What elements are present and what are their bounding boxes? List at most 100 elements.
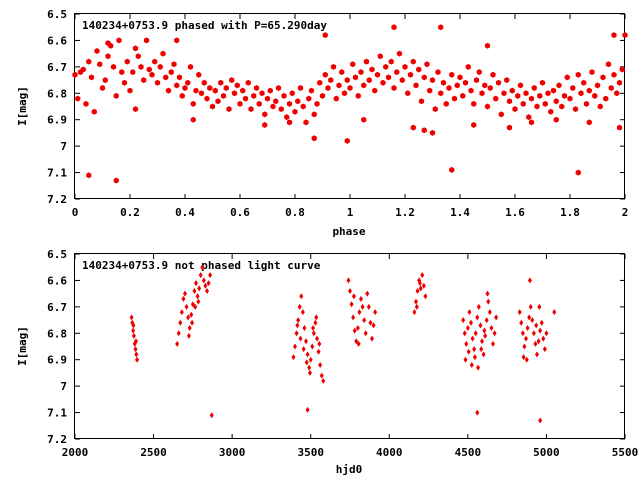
data-point xyxy=(352,74,359,81)
data-point xyxy=(414,303,419,310)
data-point xyxy=(467,309,472,316)
data-point xyxy=(113,177,119,184)
data-point xyxy=(370,335,374,342)
data-point xyxy=(537,303,542,310)
data-point xyxy=(465,325,470,331)
data-point xyxy=(478,322,483,329)
data-point xyxy=(212,87,218,94)
data-point xyxy=(253,85,260,91)
y-tick-label: 6.6 xyxy=(47,274,67,287)
data-point xyxy=(149,71,155,78)
data-point xyxy=(438,90,444,97)
data-point xyxy=(567,95,573,102)
data-point xyxy=(264,95,271,102)
data-point xyxy=(86,172,92,179)
data-point xyxy=(175,340,180,347)
data-point xyxy=(405,90,411,97)
data-point xyxy=(131,327,136,334)
data-point xyxy=(94,48,100,54)
data-point xyxy=(556,82,562,89)
y-axis-label: I[mag] xyxy=(16,86,29,126)
data-point xyxy=(369,66,375,73)
data-point xyxy=(538,327,543,334)
data-point xyxy=(438,24,444,31)
data-point xyxy=(113,92,119,99)
data-point xyxy=(348,288,352,294)
data-point xyxy=(528,95,535,102)
data-point xyxy=(322,71,328,78)
x-tick-label: 2500 xyxy=(140,446,167,459)
data-point xyxy=(608,85,614,91)
x-tick-label: 1.4 xyxy=(450,206,470,219)
data-point xyxy=(524,335,528,342)
data-point xyxy=(541,335,546,342)
data-point xyxy=(424,61,430,68)
x-tick-label: 5500 xyxy=(612,446,639,459)
data-point xyxy=(517,82,524,89)
data-point xyxy=(193,87,199,94)
data-point xyxy=(295,322,300,329)
data-point xyxy=(469,319,473,326)
data-point xyxy=(313,319,318,326)
y-tick-label: 6.7 xyxy=(47,61,67,74)
data-point xyxy=(531,330,536,337)
data-point xyxy=(218,79,224,86)
data-point xyxy=(174,82,180,89)
data-point xyxy=(578,90,584,97)
plot-frame xyxy=(74,13,625,199)
chart-title: 140234+0753.9 not phased light curve xyxy=(82,259,321,272)
x-tick-label: 4000 xyxy=(376,446,403,459)
data-point xyxy=(388,58,394,65)
data-point xyxy=(300,103,306,110)
data-point xyxy=(611,32,617,39)
data-point xyxy=(421,127,427,134)
data-point xyxy=(134,351,139,358)
data-point xyxy=(380,79,386,86)
data-point xyxy=(300,309,305,316)
data-point xyxy=(132,106,139,113)
data-point xyxy=(466,348,471,355)
data-point xyxy=(527,277,532,284)
data-point xyxy=(275,85,282,91)
data-point xyxy=(341,90,348,97)
data-point xyxy=(298,335,303,342)
data-point xyxy=(432,106,438,113)
data-point xyxy=(209,103,216,110)
data-point xyxy=(523,90,529,97)
data-point xyxy=(86,58,92,65)
data-point xyxy=(548,108,554,115)
data-point xyxy=(461,317,466,324)
data-point xyxy=(561,92,568,99)
x-tick-label: 0.8 xyxy=(285,206,305,219)
data-point xyxy=(592,92,598,99)
data-point xyxy=(160,50,166,57)
data-point xyxy=(413,82,419,89)
data-point xyxy=(476,69,482,76)
data-point xyxy=(284,114,290,121)
data-point xyxy=(262,122,268,128)
data-point xyxy=(226,106,232,113)
data-point xyxy=(421,282,426,289)
data-point xyxy=(350,61,356,68)
data-point xyxy=(197,285,202,292)
data-point xyxy=(311,325,316,331)
data-point xyxy=(471,100,477,107)
data-point xyxy=(468,87,474,94)
data-point xyxy=(416,66,422,73)
data-point xyxy=(471,122,477,128)
data-point xyxy=(314,100,320,107)
data-point xyxy=(344,137,350,144)
data-point xyxy=(597,103,603,110)
x-tick-label: 1.8 xyxy=(560,206,580,219)
data-point xyxy=(492,330,497,337)
data-point xyxy=(110,63,117,70)
data-point xyxy=(586,119,592,126)
data-point xyxy=(372,87,378,94)
data-point xyxy=(319,92,326,99)
data-point xyxy=(295,98,301,105)
x-tick-label: 3500 xyxy=(297,446,324,459)
data-point xyxy=(360,303,365,310)
data-point xyxy=(179,92,185,99)
data-point xyxy=(534,322,539,329)
data-point xyxy=(586,87,592,94)
